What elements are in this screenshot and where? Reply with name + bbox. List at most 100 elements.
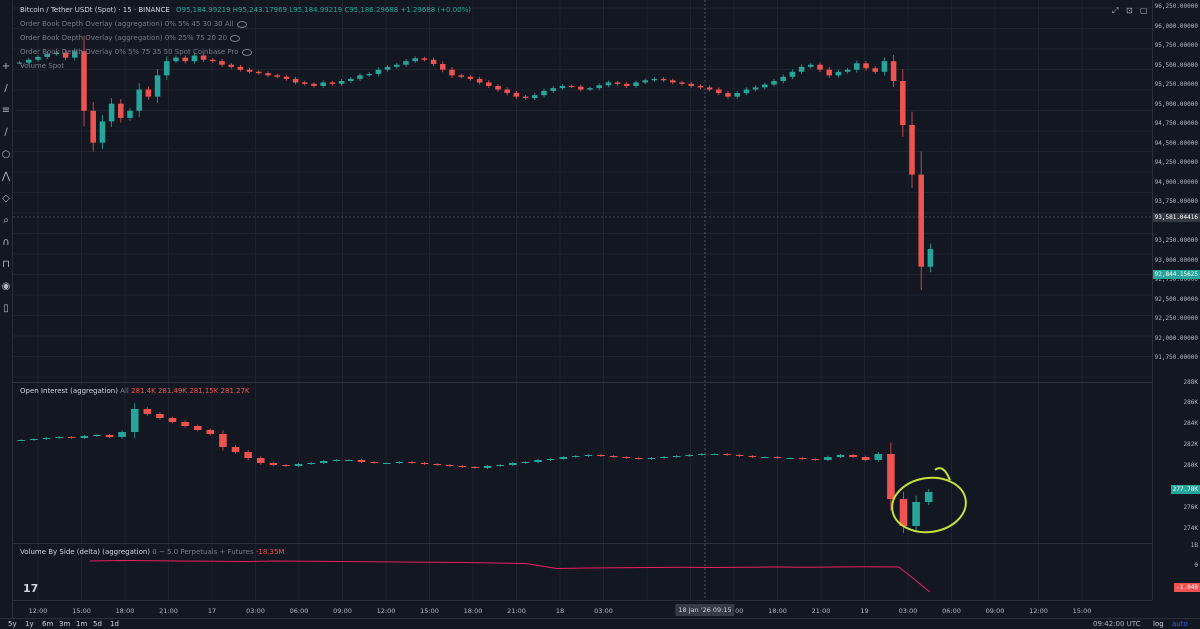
maximize-icon[interactable]: ▢: [1140, 6, 1148, 15]
candle: [854, 63, 860, 70]
candle: [72, 51, 78, 58]
time-tick-label: 18:00: [768, 607, 787, 615]
candle: [559, 457, 567, 459]
screenshot-icon[interactable]: ⊡: [1126, 6, 1133, 15]
overlay-legend-1[interactable]: Order Book Depth Overlay (aggregation) 0…: [20, 20, 247, 28]
eye-icon[interactable]: ◉: [1, 281, 11, 292]
overlay-1-label: Order Book Depth Overlay (aggregation) 0…: [20, 20, 234, 28]
candle: [244, 452, 252, 458]
candle: [685, 455, 694, 456]
price-tick-label: 92,000.00000: [1154, 334, 1198, 342]
fib-icon[interactable]: ≡: [1, 105, 11, 116]
oi-values: 281.4K 281.49K 281.15K 281.27K: [131, 387, 250, 395]
scale-mode[interactable]: log: [1153, 620, 1164, 628]
oi-legend[interactable]: Open Interest (aggregation) All 281.4K 2…: [20, 387, 250, 395]
candle: [835, 71, 842, 76]
candle: [798, 66, 805, 72]
range-button-1d[interactable]: 1d: [110, 620, 119, 628]
lock-icon[interactable]: ⊓: [2, 259, 10, 270]
candle: [817, 64, 823, 70]
candle: [679, 82, 685, 84]
eye-icon[interactable]: [230, 34, 241, 42]
pane-separator[interactable]: [13, 382, 1200, 383]
candle: [420, 463, 429, 464]
candle: [476, 78, 483, 83]
candle: [761, 457, 769, 458]
expand-icon[interactable]: ⤢: [1112, 6, 1119, 15]
candle: [35, 56, 41, 60]
candle: [366, 73, 372, 76]
oi-scope: All: [120, 387, 129, 395]
symbol-title[interactable]: Bitcoin / Tether USDt (Spot) · 15 · BINA…: [20, 6, 170, 14]
candle: [743, 89, 750, 94]
candle: [16, 62, 23, 64]
candle: [219, 61, 225, 65]
eye-icon[interactable]: [241, 48, 252, 56]
trendline-icon[interactable]: /: [4, 83, 8, 94]
time-tick-label: 21:00: [507, 607, 526, 615]
candle: [282, 465, 290, 466]
price-tick-label: 91,750.00000: [1154, 354, 1198, 361]
oi-tick-label: 288K: [1183, 379, 1198, 386]
volume-tick-label: 0: [1194, 562, 1198, 569]
candle: [210, 59, 216, 62]
candle: [635, 458, 643, 459]
crosshair-price-tag: 93,581.04416: [1152, 213, 1200, 222]
candle: [168, 418, 177, 422]
eye-icon[interactable]: [236, 20, 247, 28]
time-tick-label: 18:00: [463, 607, 483, 615]
candle: [572, 456, 580, 457]
candle: [246, 69, 253, 72]
candle: [622, 457, 631, 458]
price-axis[interactable]: 96,250.00000 96,000.00000 95,750.00000 95,5…: [1152, 0, 1200, 600]
auto-scale[interactable]: auto: [1172, 620, 1188, 628]
range-button-6m[interactable]: 6m: [42, 620, 54, 628]
crosshair-icon[interactable]: +: [1, 61, 11, 72]
measure-icon[interactable]: ◇: [2, 193, 10, 204]
time-tick-label: 15:00: [1072, 607, 1092, 615]
pattern-icon[interactable]: ⋀: [1, 171, 11, 182]
candle: [319, 461, 328, 463]
candle: [118, 103, 124, 118]
candle: [660, 78, 667, 81]
range-button-5d[interactable]: 5d: [93, 620, 102, 628]
range-button-1m[interactable]: 1m: [76, 620, 88, 628]
clock[interactable]: 09:42:00 UTC: [1093, 620, 1141, 628]
candle: [26, 59, 32, 63]
time-axis[interactable]: 12:00 15:00 18:00 21:00 17 03:00 06:00 09:00 12:…: [13, 600, 1152, 619]
candle: [798, 458, 807, 459]
time-tick-label: 15:00: [72, 607, 91, 615]
text-icon[interactable]: ○: [1, 149, 11, 160]
time-tick-label: 03:00: [898, 607, 918, 615]
overlay-2-label: Order Book Depth Overlay (aggregation) 0…: [20, 34, 228, 42]
price-tick-label: 95,000.00000: [1154, 100, 1198, 108]
zoom-icon[interactable]: ⌕: [3, 215, 9, 226]
candle: [587, 88, 593, 90]
time-tick-label: 03:00: [594, 607, 613, 615]
time-tick-label: 18: [555, 607, 565, 615]
pane-separator[interactable]: [13, 543, 1200, 544]
range-button-3m[interactable]: 3m: [59, 620, 71, 628]
candle: [237, 66, 244, 70]
overlay-legend-3[interactable]: Order Book Depth Overlay 0% 5% 75 35 50 …: [20, 48, 252, 56]
overlay-legend-2[interactable]: Order Book Depth Overlay (aggregation) 0…: [20, 34, 241, 42]
candle: [584, 455, 593, 456]
candle: [874, 454, 883, 460]
main-legend[interactable]: Bitcoin / Tether USDt (Spot) · 15 · BINA…: [20, 6, 471, 14]
overlay-legend-4[interactable]: Volume Spot: [20, 62, 64, 70]
range-button-1y[interactable]: 1y: [25, 620, 34, 628]
magnet-icon[interactable]: ∩: [2, 237, 10, 248]
drawing-toolbar: + / ≡ ∕ ○ ⋀ ◇ ⌕ ∩ ⊓ ◉ ▯: [0, 0, 13, 618]
oi-candles: [17, 402, 933, 534]
candle: [762, 84, 768, 88]
tradingview-logo[interactable]: 17: [23, 582, 39, 595]
oi-tick-label: 274K: [1183, 525, 1198, 532]
brush-icon[interactable]: ∕: [4, 127, 8, 138]
candle: [710, 454, 719, 455]
volume-legend[interactable]: Volume By Side (delta) (aggregation) 0 ~…: [20, 548, 284, 556]
candle: [534, 460, 542, 462]
range-button-5y[interactable]: 5y: [8, 620, 17, 628]
trash-icon[interactable]: ▯: [3, 303, 9, 314]
candle: [228, 64, 234, 67]
